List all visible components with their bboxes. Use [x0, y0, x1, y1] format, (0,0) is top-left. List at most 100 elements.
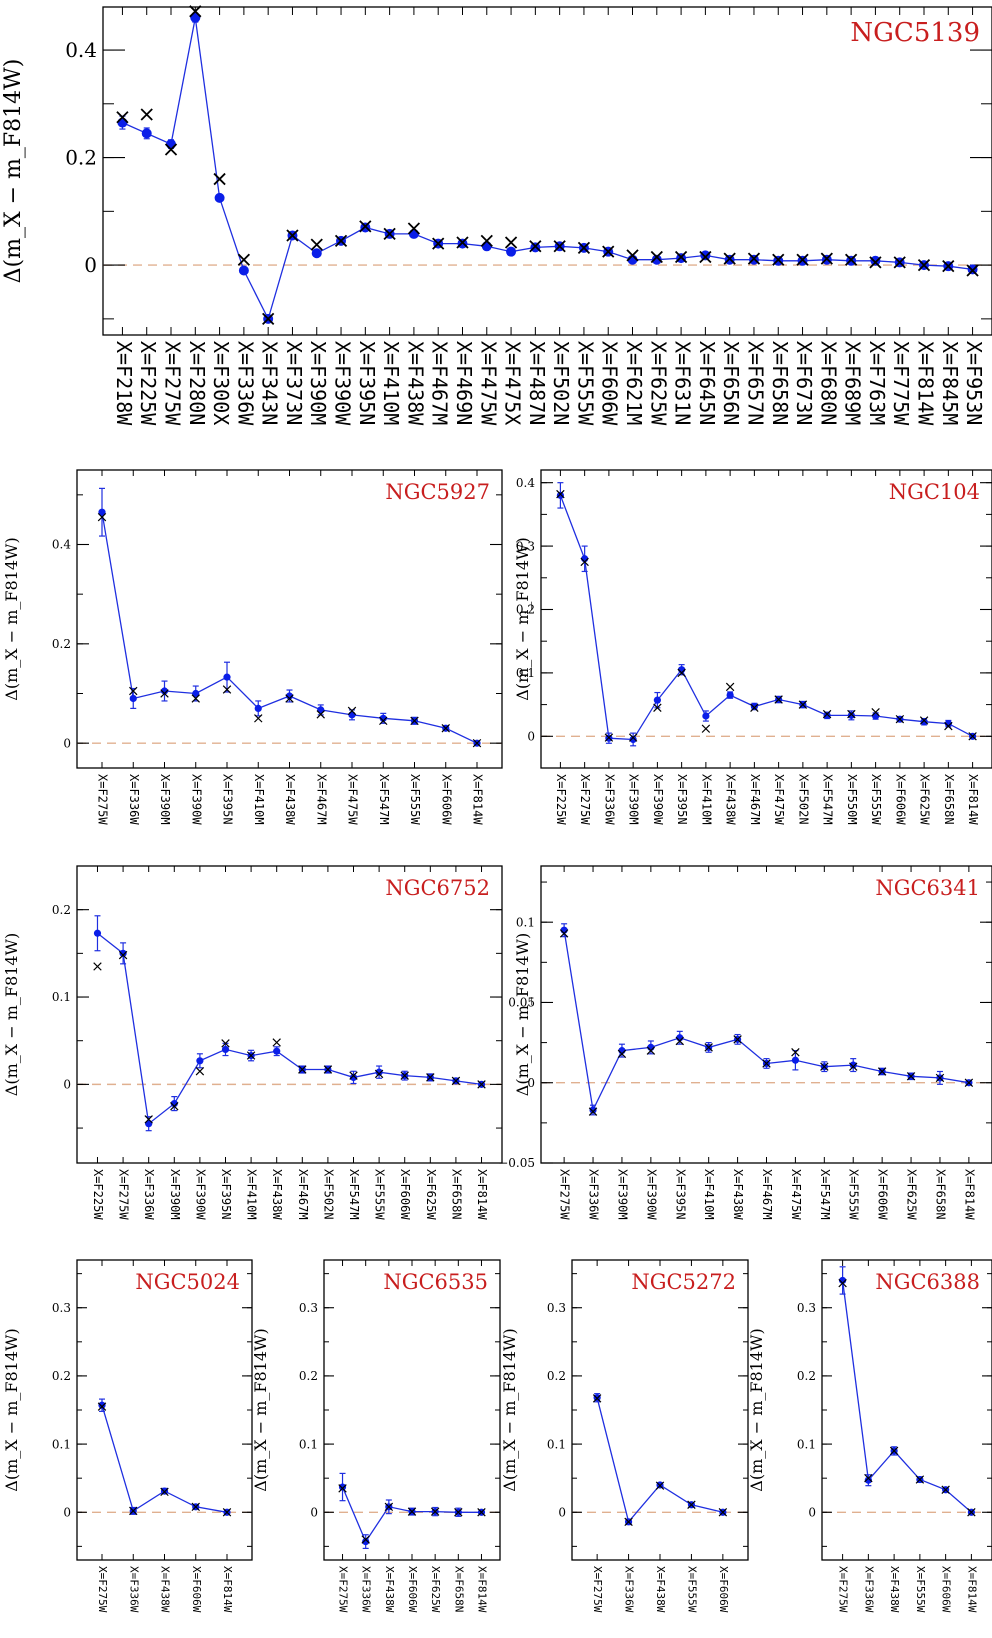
- filter-label: X=F390W: [193, 1169, 207, 1220]
- model-cross: [944, 721, 953, 731]
- filter-label: X=F814W: [913, 341, 937, 426]
- model-cross: [895, 714, 905, 724]
- cluster-name: NGC5139: [850, 18, 980, 48]
- observed-point: [823, 711, 831, 719]
- model-cross: [164, 143, 178, 156]
- filter-label: X=F390W: [189, 774, 203, 825]
- filter-label: X=F410M: [252, 774, 266, 825]
- filter-label: X=F606W: [598, 341, 622, 426]
- model-cross: [456, 236, 469, 249]
- observed-point: [338, 1483, 347, 1491]
- observed-point: [348, 711, 356, 719]
- filter-label: X=F390M: [627, 774, 641, 825]
- model-cross: [864, 1473, 873, 1483]
- model-cross: [144, 1115, 153, 1124]
- model-cross: [129, 686, 138, 696]
- y-tick-label: 0.1: [52, 990, 71, 1004]
- observed-point: [726, 691, 734, 699]
- model-cross: [213, 172, 226, 186]
- model-cross: [964, 1078, 974, 1087]
- y-tick-label: 0.3: [797, 1301, 816, 1315]
- model-cross: [624, 1517, 633, 1527]
- model-cross: [334, 234, 348, 248]
- filter-label: X=F475W: [476, 341, 500, 426]
- y-tick-label: 0.2: [797, 1369, 816, 1383]
- filter-label: X=F606W: [406, 1566, 419, 1613]
- observed-point: [872, 712, 880, 720]
- model-cross: [906, 1072, 916, 1081]
- model-cross: [967, 1508, 976, 1517]
- model-cross: [646, 1046, 656, 1055]
- plot-frame: [821, 1259, 992, 1561]
- y-tick-label: 0.4: [516, 476, 535, 490]
- y-tick-label: 0.2: [516, 603, 535, 617]
- model-cross: [847, 709, 856, 719]
- y-tick-label: 0.05: [508, 996, 535, 1010]
- model-cross: [347, 706, 357, 716]
- y-axis-label: Δ(m_X − m_F814W): [2, 1328, 21, 1491]
- model-cross: [677, 668, 686, 678]
- model-cross: [822, 709, 832, 719]
- filter-label: X=F336W: [233, 341, 257, 426]
- filter-label: X=F814W: [471, 774, 485, 825]
- model-cross: [432, 237, 445, 250]
- filter-label: X=F438W: [159, 1566, 172, 1613]
- filter-label: X=F438W: [654, 1566, 667, 1613]
- filter-label: X=F658N: [768, 341, 792, 425]
- filter-label: X=F438W: [724, 774, 738, 825]
- panel-ngc5927: 0 0.2 0.4 Δ(m_X − m_F814W) NGC5927 X=F275W X=F…: [2, 469, 503, 825]
- model-cross: [588, 1107, 598, 1116]
- model-cross: [747, 252, 761, 265]
- cluster-name: NGC6535: [383, 1270, 488, 1294]
- observed-point: [349, 1073, 358, 1081]
- model-cross: [889, 1446, 899, 1456]
- model-cross: [379, 716, 388, 726]
- model-cross: [222, 1508, 232, 1517]
- plot-frame: [102, 6, 992, 336]
- filter-label: X=F395N: [221, 774, 235, 825]
- model-cross: [285, 694, 294, 703]
- filter-label: X=F658N: [449, 1169, 463, 1220]
- model-cross: [718, 1508, 728, 1517]
- cluster-name: NGC104: [889, 480, 980, 504]
- model-cross: [725, 682, 735, 692]
- filter-label: X=F467M: [428, 341, 452, 425]
- filter-label: X=F410M: [699, 774, 713, 825]
- y-tick-label: 0: [63, 736, 71, 750]
- filter-label: X=F390W: [331, 341, 355, 426]
- model-cross: [791, 1048, 800, 1057]
- y-tick-label: 0: [527, 729, 535, 743]
- model-cross: [97, 512, 107, 522]
- model-cross: [222, 685, 232, 694]
- model-cross: [553, 240, 566, 253]
- filter-label: X=F555W: [685, 1566, 698, 1613]
- filter-label: X=F336W: [360, 1566, 373, 1613]
- model-cross: [796, 253, 809, 266]
- model-cross: [310, 238, 323, 251]
- filter-label: X=F606W: [940, 1566, 953, 1613]
- model-cross: [430, 1507, 440, 1516]
- y-tick-label: 0.1: [299, 1437, 318, 1451]
- filter-label: X=F438W: [383, 1566, 396, 1613]
- model-cross: [338, 1484, 347, 1493]
- panel-ngc5272: 0 0.1 0.2 0.3 Δ(m_X − m_F814W) NGC5272 X=F275W…: [500, 1259, 749, 1613]
- panel-ngc6535: 0 0.1 0.2 0.3 Δ(m_X − m_F814W) NGC6535 X=F275W…: [251, 1259, 501, 1613]
- filter-label: X=F275W: [96, 774, 110, 825]
- y-axis-label: Δ(m_X − m_F814W): [1, 59, 26, 284]
- model-cross: [426, 1073, 435, 1082]
- model-cross: [915, 1475, 925, 1484]
- y-tick-label: 0.3: [299, 1301, 318, 1315]
- cluster-name: NGC5272: [631, 1270, 736, 1294]
- observed-point: [702, 712, 710, 720]
- y-tick-label: 0.4: [65, 38, 97, 62]
- y-tick-label: 0: [310, 1505, 318, 1519]
- y-tick-label: −0.05: [498, 1156, 535, 1170]
- model-cross: [477, 1508, 486, 1517]
- model-cross: [877, 1067, 887, 1076]
- y-tick-label: 0.1: [516, 666, 535, 680]
- observed-point: [481, 241, 492, 252]
- filter-label: X=F657N: [743, 341, 767, 425]
- filter-label: X=F656N: [719, 341, 743, 425]
- model-cross: [272, 1038, 281, 1047]
